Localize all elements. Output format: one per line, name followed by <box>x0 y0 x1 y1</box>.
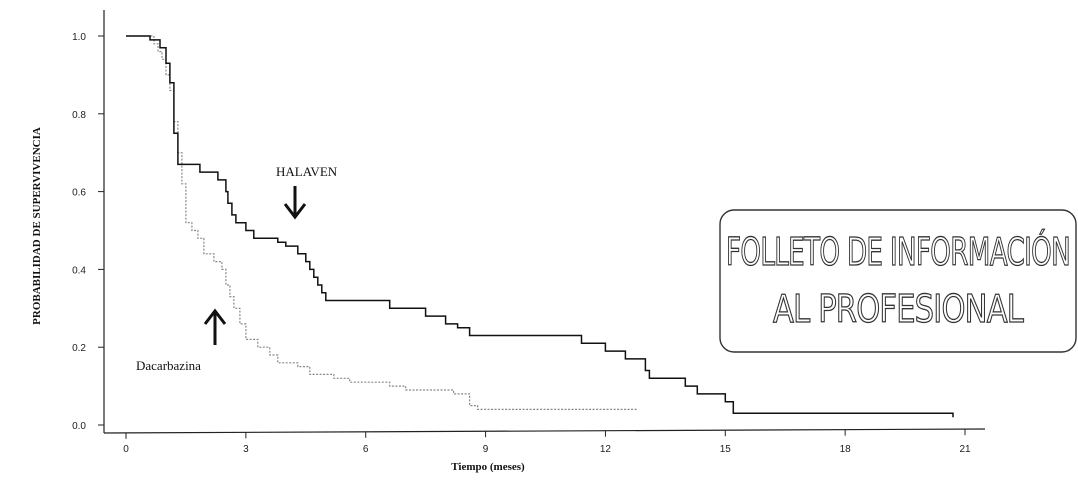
y-tick-label: 0.8 <box>72 110 86 121</box>
x-tick-label: 12 <box>600 444 612 455</box>
x-tick-label: 0 <box>123 444 129 455</box>
arrow-up-icon <box>203 308 227 345</box>
x-tick-label: 15 <box>720 444 732 455</box>
axes <box>103 10 986 434</box>
y-ticks: 0.0 0.2 0.4 0.6 0.8 1.0 <box>72 32 104 432</box>
x-tick-label: 21 <box>959 444 971 455</box>
x-ticks: 0 3 6 9 12 15 18 21 <box>123 429 971 455</box>
label-dacarbazina: Dacarbazina <box>136 358 201 373</box>
x-axis-title: Tiempo (meses) <box>451 461 525 473</box>
x-tick-label: 18 <box>840 444 852 455</box>
stamp-line-1: FOLLETO DE INFORMACIÓN <box>726 230 1070 274</box>
y-axis-title: PROBABILIDAD DE SUPERVIVENCIA <box>31 127 43 325</box>
label-halaven: HALAVEN <box>276 164 338 179</box>
y-tick-label: 0.6 <box>72 188 86 199</box>
x-axis-line <box>103 428 986 434</box>
x-tick-label: 6 <box>363 444 369 455</box>
x-tick-label: 3 <box>243 444 249 455</box>
arrow-down-icon <box>283 186 307 220</box>
series-halaven-line <box>126 35 954 418</box>
y-tick-label: 1.0 <box>72 32 86 43</box>
stamp-border <box>719 209 1077 353</box>
series-dacarbazina-line <box>126 35 638 410</box>
y-tick-label: 0.0 <box>72 421 86 432</box>
stamp-line-2: AL PROFESIONAL <box>773 287 1024 331</box>
x-tick-label: 9 <box>483 444 489 455</box>
stamp: FOLLETO DE INFORMACIÓN AL PROFESIONAL <box>719 209 1077 353</box>
y-tick-label: 0.4 <box>72 265 86 276</box>
y-tick-label: 0.2 <box>72 343 86 354</box>
